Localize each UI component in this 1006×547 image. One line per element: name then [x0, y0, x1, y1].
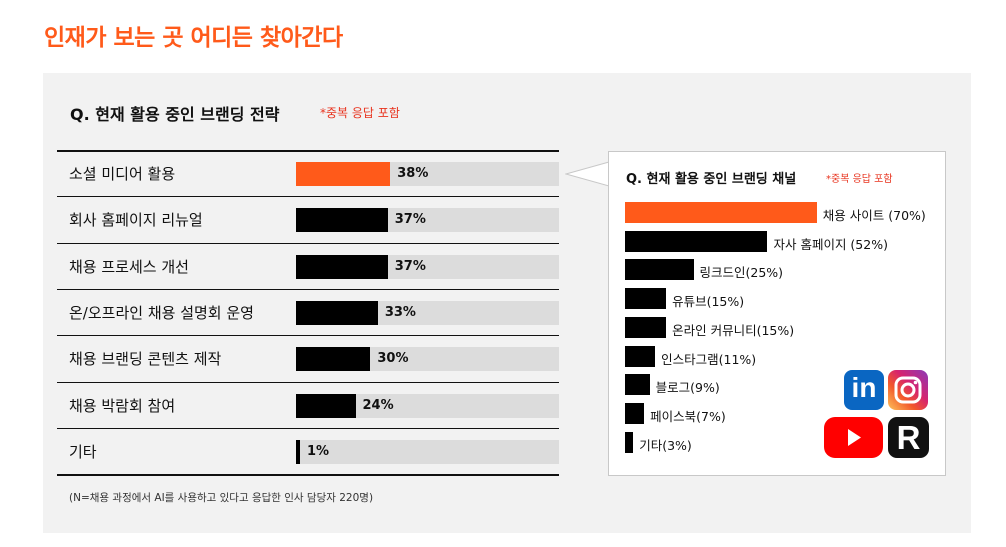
strategy-bar-track: 24% [296, 393, 559, 418]
linkedin-logo: in [844, 370, 884, 410]
channel-bar-label: 페이스북(7%) [650, 408, 726, 424]
linkedin-logo-text: in [851, 372, 877, 403]
strategy-bar [296, 439, 300, 464]
youtube-icon [824, 417, 883, 458]
table-top-rule [57, 150, 559, 152]
channel-bar-label: 블로그(9%) [655, 380, 720, 396]
table-row-divider [57, 335, 559, 337]
channel-bar [625, 288, 667, 310]
channel-bar-label: 링크드인(25%) [699, 265, 784, 281]
channel-chart-title: Q. 현재 활용 중인 브랜딩 채널 [626, 172, 797, 187]
strategy-chart-title: Q. 현재 활용 중인 브랜딩 전략 [70, 105, 280, 124]
strategy-bar-track: 33% [296, 300, 559, 325]
footnote: (N=채용 과정에서 AI를 사용하고 있다고 응답한 인사 담당자 220명) [69, 492, 374, 504]
strategy-row-label: 소셜 미디어 활용 [69, 165, 176, 183]
strategy-bar-value: 30% [377, 351, 409, 367]
channel-bar [625, 316, 667, 338]
table-bottom-rule [57, 474, 559, 477]
instagram-glyph [894, 376, 922, 404]
channel-bar [625, 402, 645, 424]
strategy-bar [296, 300, 378, 325]
channel-bar [625, 202, 817, 223]
strategy-bar [296, 162, 391, 186]
channel-bar-label: 온라인 커뮤니티(15%) [672, 322, 795, 338]
channel-bar-label: 유튜브(15%) [672, 294, 745, 310]
channel-bar-label: 기타(3%) [639, 437, 692, 453]
r-logo-text: R [896, 419, 921, 456]
strategy-bar-value: 33% [384, 304, 416, 320]
strategy-chart-note: *중복 응답 포함 [320, 106, 400, 120]
strategy-bar-value: 37% [394, 212, 426, 228]
channel-bar [625, 345, 656, 367]
strategy-bar-track: 1% [296, 439, 559, 464]
youtube-play-glyph [848, 429, 861, 446]
channel-bar [625, 259, 694, 281]
table-row-divider [57, 288, 559, 290]
strategy-bar-value: 37% [394, 258, 426, 274]
strategy-bar-track: 38% [296, 162, 559, 186]
r-logo: R [888, 417, 929, 458]
channel-bar-label: 채용 사이트 (70%) [822, 208, 926, 223]
strategy-bar-value: 38% [397, 166, 429, 181]
strategy-bar-track: 37% [296, 254, 559, 279]
channel-bar [625, 230, 768, 252]
strategy-bar [296, 347, 371, 372]
strategy-bar-value: 1% [307, 443, 330, 459]
strategy-bar [296, 208, 388, 233]
strategy-row-label: 채용 프로세스 개선 [69, 257, 189, 276]
strategy-row-label: 온/오프라인 채용 설명회 운영 [69, 303, 254, 322]
channel-bar [625, 374, 650, 396]
table-row-divider [57, 427, 559, 429]
channel-bar [625, 431, 634, 453]
channel-bar-label: 인스타그램(11%) [661, 351, 757, 367]
strategy-row-label: 기타 [69, 442, 97, 461]
strategy-row-label: 채용 브랜딩 콘텐츠 제작 [69, 350, 222, 369]
instagram-icon [888, 370, 928, 410]
channel-bar-label: 자사 홈페이지 (52%) [773, 236, 888, 252]
table-row-divider [57, 242, 559, 244]
strategy-bar-track: 37% [296, 208, 559, 233]
strategy-row-label: 회사 홈페이지 리뉴얼 [69, 211, 203, 230]
table-row-divider [57, 381, 559, 383]
strategy-bar-value: 24% [362, 397, 394, 413]
strategy-bar [296, 393, 356, 418]
strategy-row-label: 채용 박람회 참여 [69, 396, 176, 415]
table-row-divider [57, 196, 559, 198]
channel-chart-note: *중복 응답 포함 [826, 174, 893, 185]
strategy-bar-track: 30% [296, 347, 559, 372]
callout-pointer [565, 161, 611, 187]
strategy-bar [296, 254, 388, 279]
page-headline: 인재가 보는 곳 어디든 찾아간다 [44, 25, 343, 51]
